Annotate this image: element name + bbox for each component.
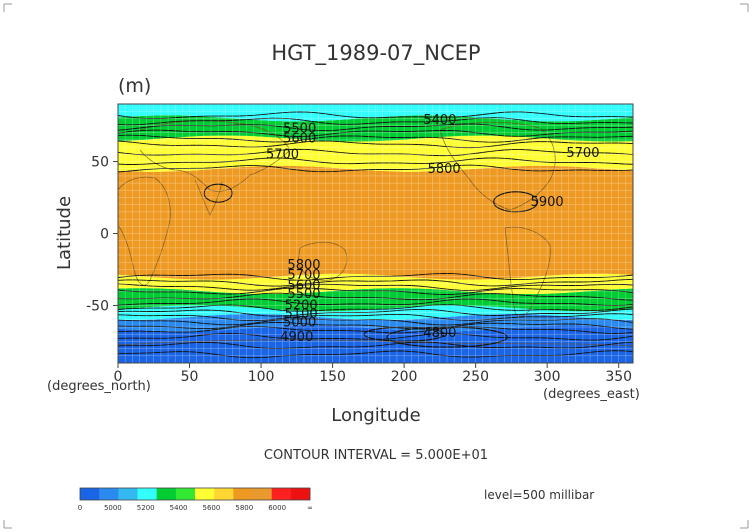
gridlines: [118, 104, 633, 363]
contour-line: [118, 140, 633, 149]
contour-interval-text: CONTOUR INTERVAL = 5.000E+01: [264, 448, 488, 463]
colorbar-swatch: [214, 488, 234, 500]
colorbar-swatch: [290, 488, 311, 500]
contour-line: [118, 318, 633, 326]
contour-label: 5500: [287, 287, 320, 302]
y-tick-label: -50: [86, 298, 109, 314]
colorbar-label: 6000: [268, 504, 286, 512]
contour-line: [118, 283, 633, 291]
contour-label: 5700: [266, 147, 299, 162]
colorbar-label: ∞: [307, 504, 313, 512]
contour-line: [118, 313, 633, 322]
y-ticks: 50 0 -50: [86, 155, 118, 314]
contour-line: [118, 111, 633, 120]
contour-line: [118, 298, 633, 306]
colorbar-swatch: [195, 488, 215, 500]
contour-label: 5700: [287, 268, 320, 283]
x-ticks: 0 50 100 150 200 250 300 350: [114, 363, 632, 385]
x-tick-label: 350: [605, 369, 632, 385]
field-band-5300-8: [118, 104, 633, 122]
contour-label: 5800: [287, 258, 320, 273]
x-axis-label: Longitude: [331, 405, 421, 426]
x-tick-label: 100: [248, 369, 275, 385]
colorbar-swatch: [80, 488, 100, 500]
level-text: level=500 millibar: [484, 488, 594, 502]
contour-line: [118, 350, 633, 359]
contour-closed: [493, 191, 539, 213]
field-band-5300-2: [118, 305, 633, 320]
contour-label: 4900: [280, 330, 313, 345]
contour-line: [118, 292, 633, 301]
contour-label: 5100: [285, 307, 318, 322]
y-tick-label: 0: [100, 227, 109, 243]
contour-line: [118, 148, 633, 157]
x-tick-label: 50: [181, 369, 199, 385]
contour-line: [118, 134, 633, 143]
colorbar-label: 5800: [235, 504, 253, 512]
field-band-4800-0: [118, 325, 633, 363]
continent-outlines: [118, 120, 633, 347]
contour-closed: [203, 183, 233, 203]
colorbar-frame: [79, 487, 311, 501]
chart-title: HGT_1989-07_NCEP: [271, 41, 480, 66]
contour-label: 5200: [285, 298, 318, 313]
contour-line: [118, 164, 633, 173]
contour-line: [118, 341, 633, 349]
contour-label: 4800: [423, 326, 456, 341]
field-band-5850-5: [118, 165, 633, 280]
contour-line: [118, 117, 633, 126]
colorbar-label: 0: [78, 504, 82, 512]
x-tick-label: 300: [534, 369, 561, 385]
contour-label: 5900: [531, 195, 564, 210]
contour-line: [118, 322, 633, 330]
x-tick-label: 0: [114, 369, 123, 385]
colorbar-swatch: [99, 488, 119, 500]
x-tick-label: 150: [319, 369, 346, 385]
contour-closed: [363, 326, 445, 342]
units-label: (m): [118, 75, 151, 97]
colorbar-swatch: [137, 488, 157, 500]
field-band-5500-7: [118, 115, 633, 142]
contour-line: [118, 308, 633, 317]
x-tick-label: 250: [462, 369, 489, 385]
x-unit-label: (degrees_east): [543, 387, 640, 402]
colorbar: 0 5000 5200 5400 5600 5800 6000 ∞: [78, 487, 313, 512]
contour-lines: [118, 111, 633, 359]
contour-line: [118, 304, 633, 312]
contour-label: 5000: [283, 316, 316, 331]
contour-line: [118, 273, 633, 281]
colorbar-swatch: [175, 488, 196, 500]
contour-line: [118, 157, 633, 165]
colorbar-swatch: [233, 488, 253, 500]
y-unit-label: (degrees_north): [47, 379, 151, 394]
colorbar-swatch: [118, 488, 138, 500]
contour-label: 5500: [283, 121, 316, 136]
colorbar-swatch: [252, 488, 272, 500]
y-axis-label: Latitude: [54, 196, 75, 270]
contour-label: 5800: [428, 162, 461, 177]
crop-marks: [3, 3, 749, 529]
contour-label: 5700: [566, 146, 599, 161]
colorbar-swatch: [156, 488, 177, 500]
contour-label: 5600: [283, 132, 316, 147]
colorbar-label: 5200: [137, 504, 155, 512]
contour-line: [118, 123, 633, 132]
contour-label: 5400: [423, 113, 456, 128]
colorbar-swatch: [271, 488, 292, 500]
contour-line: [118, 129, 633, 137]
contour-line: [118, 287, 633, 295]
y-tick-label: 50: [91, 155, 109, 171]
colorbar-label: 5400: [170, 504, 188, 512]
contour-label: 5600: [287, 278, 320, 293]
colorbar-label: 5000: [104, 504, 122, 512]
x-tick-label: 200: [391, 369, 418, 385]
contour-line: [118, 325, 633, 334]
contour-line: [118, 278, 633, 287]
contour-closed: [386, 326, 508, 348]
colorbar-label: 5600: [203, 504, 221, 512]
